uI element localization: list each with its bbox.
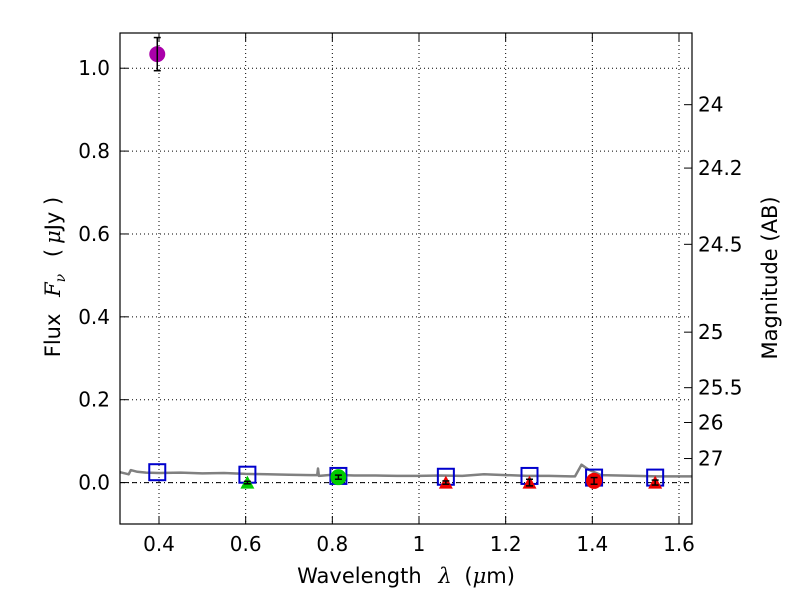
y2-tick-label-5: 26 bbox=[698, 410, 723, 434]
y-tick-label-1: 0.2 bbox=[78, 388, 110, 412]
axes-layer: 0.4 0.6 0.8 1 1.2 1.4 1.6 0.0 0.2 0.4 0.6 0.8 1.0 24 2… bbox=[78, 32, 743, 556]
y-tick-label-0: 0.0 bbox=[78, 471, 110, 495]
x-tick-label-5: 1.4 bbox=[576, 532, 608, 556]
y2-axis-label: Magnitude (AB) bbox=[758, 196, 782, 359]
y2-tick-label-2: 24.5 bbox=[698, 232, 743, 256]
y2-tick-label-1: 24.2 bbox=[698, 156, 743, 180]
x-tick-label-3: 1 bbox=[413, 532, 426, 556]
x-tick-label-1: 0.6 bbox=[230, 532, 262, 556]
x-axis-label: Wavelength λ (μm) bbox=[297, 564, 515, 588]
y-axis-label: Flux Fν (μJy ) bbox=[41, 197, 70, 357]
model-flux-square-0 bbox=[148, 463, 167, 482]
y2-tick-label-6: 27 bbox=[698, 447, 723, 471]
y-tick-label-4: 0.8 bbox=[78, 139, 110, 163]
y2-tick-label-3: 25 bbox=[698, 320, 723, 344]
plot-frame bbox=[119, 32, 693, 525]
x-tick-label-0: 0.4 bbox=[143, 532, 175, 556]
x-tick-label-2: 0.8 bbox=[316, 532, 348, 556]
template-sed-line bbox=[119, 463, 692, 478]
y-tick-label-3: 0.6 bbox=[78, 222, 110, 246]
y2-tick-label-4: 25.5 bbox=[698, 376, 743, 400]
y-tick-label-5: 1.0 bbox=[78, 56, 110, 80]
x-tick-label-6: 1.6 bbox=[663, 532, 695, 556]
y2-tick-label-0: 24 bbox=[698, 93, 723, 117]
grid-layer bbox=[120, 33, 692, 524]
y-tick-label-2: 0.4 bbox=[78, 305, 110, 329]
x-tick-label-4: 1.2 bbox=[490, 532, 522, 556]
data-layer bbox=[119, 36, 692, 489]
